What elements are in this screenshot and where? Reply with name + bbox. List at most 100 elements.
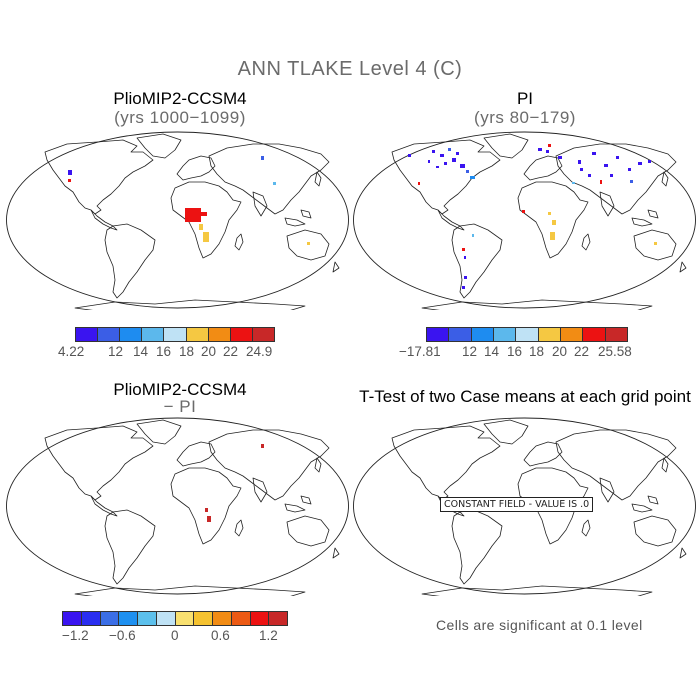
colorbar-tl xyxy=(75,327,275,342)
colorbar-tick-label: 24.9 xyxy=(246,344,273,359)
colorbar-swatch xyxy=(76,328,99,341)
lake-cell xyxy=(464,276,467,279)
panel-tl-title: PlioMIP2-CCSM4 xyxy=(113,89,247,108)
lake-cell xyxy=(444,162,447,165)
panel-br-title: T-Test of two Case means at each grid po… xyxy=(359,387,691,406)
colorbar-swatch xyxy=(138,612,157,625)
colorbar-tick-label: 12 xyxy=(462,344,478,359)
lake-cell xyxy=(522,210,525,213)
colorbar-tick-label: 14 xyxy=(133,344,149,359)
lake-cell xyxy=(428,160,430,163)
colorbar-tick-label: −1.2 xyxy=(62,628,89,643)
lake-cell xyxy=(261,156,264,160)
lake-cell xyxy=(436,166,439,168)
colorbar-tick-label: 20 xyxy=(201,344,217,359)
constant-field-label: CONSTANT FIELD - VALUE IS .0 xyxy=(440,497,594,512)
colorbar-swatch xyxy=(213,612,232,625)
panel-tr-subtitle: (yrs 80−179) xyxy=(474,108,576,127)
colorbar-swatch xyxy=(250,612,270,625)
colorbar-swatch xyxy=(605,328,627,341)
colorbar-swatch xyxy=(81,612,101,625)
colorbar-tick-label: 14 xyxy=(484,344,500,359)
colorbar-swatch xyxy=(230,328,253,341)
colorbar-swatch xyxy=(538,328,561,341)
colorbar-swatch xyxy=(208,328,231,341)
lake-cell xyxy=(604,164,608,167)
lake-cell xyxy=(452,158,456,162)
lake-cell xyxy=(456,152,459,155)
lake-cell xyxy=(630,180,633,183)
colorbar-swatch xyxy=(516,328,539,341)
colorbar-tick-label: 18 xyxy=(179,344,195,359)
colorbar-swatch xyxy=(493,328,517,341)
colorbar-swatch xyxy=(427,328,450,341)
lake-cell xyxy=(199,224,203,230)
colorbar-swatch xyxy=(449,328,472,341)
lake-cell xyxy=(654,242,657,245)
map-tr xyxy=(353,131,696,310)
colorbar-swatch xyxy=(156,612,176,625)
colorbar-swatch xyxy=(100,612,120,625)
lake-cell xyxy=(600,180,602,184)
colorbar-swatch xyxy=(231,612,251,625)
lake-cell xyxy=(460,164,465,168)
colorbar-swatch xyxy=(186,328,209,341)
diff-cell xyxy=(205,508,208,512)
lake-cell xyxy=(616,156,619,159)
colorbar-tr xyxy=(426,327,628,342)
colorbar-tick-label: 22 xyxy=(574,344,590,359)
lake-cell xyxy=(552,220,556,225)
lake-cell xyxy=(448,148,451,151)
colorbar-tick-label: −0.6 xyxy=(109,628,136,643)
panel-tr-title: PI xyxy=(516,89,534,108)
lake-cell xyxy=(307,242,310,245)
lake-cell xyxy=(472,234,474,237)
lake-cell xyxy=(648,160,651,163)
colorbar-swatch xyxy=(252,328,274,341)
lake-cell xyxy=(546,150,549,153)
lake-cell xyxy=(201,212,207,216)
lake-cell xyxy=(68,179,71,182)
colorbar-swatch xyxy=(164,328,187,341)
colorbar-swatch xyxy=(98,328,121,341)
lake-cell xyxy=(466,170,469,173)
lake-cell xyxy=(538,148,542,151)
lake-cell xyxy=(578,160,581,164)
colorbar-tick-label: 16 xyxy=(507,344,523,359)
lake-cell xyxy=(432,150,435,153)
colorbar-tick-label: 4.22 xyxy=(58,344,85,359)
lake-cell xyxy=(68,170,72,175)
colorbar-swatch xyxy=(63,612,82,625)
colorbar-tick-label: 1.2 xyxy=(259,628,278,643)
lake-cell xyxy=(588,174,591,177)
lake-cell xyxy=(558,156,562,159)
panel-bl-subtitle: − PI xyxy=(163,397,197,416)
colorbar-tick-label: 18 xyxy=(529,344,545,359)
lake-cell xyxy=(628,168,631,171)
colorbar-swatch xyxy=(471,328,494,341)
lake-cell xyxy=(408,154,411,157)
lake-cell xyxy=(470,176,475,179)
colorbar-tick-label: 22 xyxy=(223,344,239,359)
lake-cell xyxy=(580,168,583,171)
colorbar-swatch xyxy=(120,328,143,341)
colorbar-swatch xyxy=(142,328,165,341)
colorbar-tick-label: −17.81 xyxy=(399,344,441,359)
lake-cell xyxy=(592,152,596,155)
lake-cell xyxy=(638,162,642,165)
colorbar-tick-label: 16 xyxy=(156,344,172,359)
lake-cell xyxy=(185,208,201,222)
lake-cell xyxy=(548,144,551,147)
colorbar-swatch xyxy=(560,328,584,341)
lake-cell xyxy=(418,182,420,185)
colorbar-swatch xyxy=(175,612,195,625)
colorbar-swatch xyxy=(119,612,138,625)
colorbar-tick-label: 12 xyxy=(108,344,124,359)
panel-bl-title: PlioMIP2-CCSM4 xyxy=(113,380,247,399)
diff-cell xyxy=(207,516,211,522)
colorbar-swatch xyxy=(583,328,606,341)
significance-note: Cells are significant at 0.1 level xyxy=(436,617,643,633)
diff-cell xyxy=(261,444,264,448)
lake-cell xyxy=(464,256,466,259)
lake-cell xyxy=(462,286,465,289)
